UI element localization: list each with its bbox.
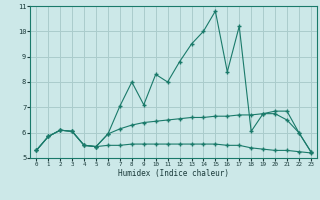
X-axis label: Humidex (Indice chaleur): Humidex (Indice chaleur): [118, 169, 229, 178]
